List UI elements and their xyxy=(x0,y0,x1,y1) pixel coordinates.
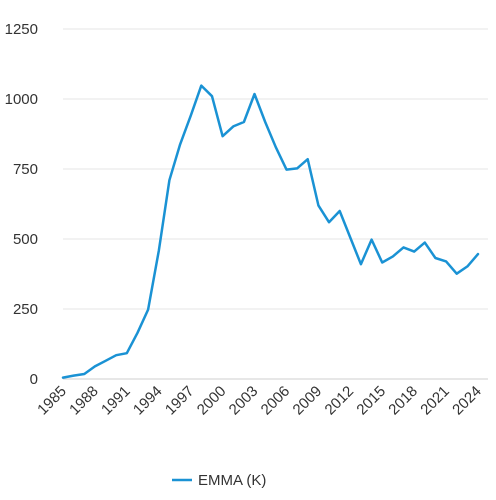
x-tick-label: 1994 xyxy=(130,383,166,419)
legend[interactable]: EMMA (K) xyxy=(172,472,266,489)
y-tick-label: 0 xyxy=(30,371,38,388)
series-line-emma[interactable] xyxy=(61,84,480,379)
gridlines xyxy=(63,28,488,380)
y-tick-label: 250 xyxy=(13,301,38,318)
x-axis-ticks: 1985198819911994199720002003200620092012… xyxy=(34,383,485,419)
x-tick-label: 2018 xyxy=(385,383,421,419)
legend-label-emma: EMMA (K) xyxy=(198,472,266,489)
y-tick-label: 1250 xyxy=(5,21,38,38)
x-tick-label: 2006 xyxy=(258,383,294,419)
x-tick-label: 2021 xyxy=(417,383,453,419)
x-tick-label: 2000 xyxy=(194,383,230,419)
x-tick-label: 1997 xyxy=(162,383,198,419)
y-axis-ticks: 0 250 500 750 1000 1250 xyxy=(5,21,38,388)
y-tick-label: 500 xyxy=(13,231,38,248)
y-tick-label: 1000 xyxy=(5,91,38,108)
x-tick-label: 1991 xyxy=(98,383,134,419)
x-tick-label: 2012 xyxy=(322,383,358,419)
x-tick-label: 2009 xyxy=(290,383,326,419)
x-tick-label: 2015 xyxy=(353,383,389,419)
x-tick-label: 1985 xyxy=(34,383,70,419)
x-tick-label: 2003 xyxy=(226,383,262,419)
x-tick-label: 1988 xyxy=(66,383,102,419)
series-group xyxy=(61,84,480,379)
x-tick-label: 2024 xyxy=(449,383,485,419)
y-tick-label: 750 xyxy=(13,161,38,178)
